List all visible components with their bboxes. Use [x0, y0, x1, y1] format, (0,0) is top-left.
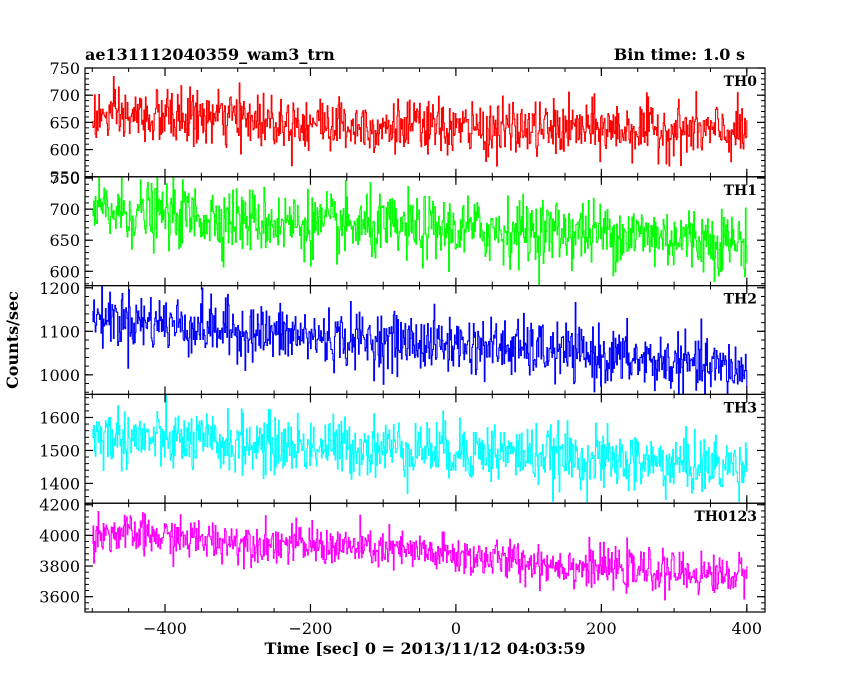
panel-th3: 1400 1500 1600 TH3 [39, 393, 766, 504]
panel-label: TH1 [724, 183, 757, 199]
y-tick-label: 3800 [39, 557, 80, 576]
chart-panels: 550 600 650 700 750 TH0 600 650 700 750 TH1 1000 110… [39, 59, 766, 638]
series-line-th0 [92, 75, 748, 167]
chart-title: ae131112040359_wam3_trn [85, 45, 335, 64]
x-tick-label: 400 [732, 619, 763, 638]
x-tick-label: 200 [586, 619, 617, 638]
y-tick-label: 600 [49, 141, 80, 160]
bin-time-label: Bin time: 1.0 s [614, 45, 745, 64]
panel-label: TH2 [724, 292, 757, 308]
series-line-th3 [92, 394, 748, 504]
y-tick-label: 650 [49, 113, 80, 132]
y-tick-label: 3600 [39, 588, 80, 607]
y-tick-label: 1500 [39, 441, 80, 460]
y-tick-label: 1400 [39, 474, 80, 493]
y-tick-label: 700 [49, 200, 80, 219]
y-tick-label: 550 [49, 168, 80, 187]
x-tick-label: −200 [288, 619, 332, 638]
y-tick-label: 700 [49, 86, 80, 105]
y-tick-label: 4000 [39, 526, 80, 545]
x-tick-label: 0 [451, 619, 461, 638]
y-tick-label: 600 [49, 262, 80, 281]
x-axis-label: Time [sec] 0 = 2013/11/12 04:03:59 [265, 639, 586, 658]
y-tick-label: 1600 [39, 408, 80, 427]
y-tick-label: 1200 [39, 279, 80, 298]
y-tick-label: 750 [49, 169, 80, 188]
panel-label: TH3 [724, 400, 757, 416]
panel-th1: 600 650 700 750 TH1 [49, 169, 766, 287]
panel-th0123: 3600 3800 4000 4200 TH0123 [39, 496, 766, 613]
panel-th0: 550 600 650 700 750 TH0 [49, 59, 766, 187]
panel-label: TH0 [724, 74, 758, 90]
series-line-th1 [92, 176, 748, 285]
series-line-th2 [92, 285, 748, 395]
y-tick-label: 4200 [39, 496, 80, 515]
y-axis-label: Counts/sec [3, 291, 22, 389]
panel-th2: 1000 1100 1200 TH2 [39, 279, 766, 396]
series-line-th0123 [92, 511, 748, 601]
y-tick-label: 750 [49, 59, 80, 78]
panel-label: TH0123 [694, 509, 757, 525]
x-tick-label: −400 [143, 619, 187, 638]
y-tick-label: 1000 [39, 366, 80, 385]
y-tick-label: 1100 [39, 322, 80, 341]
panel-frame [84, 502, 766, 613]
y-tick-label: 650 [49, 231, 80, 250]
